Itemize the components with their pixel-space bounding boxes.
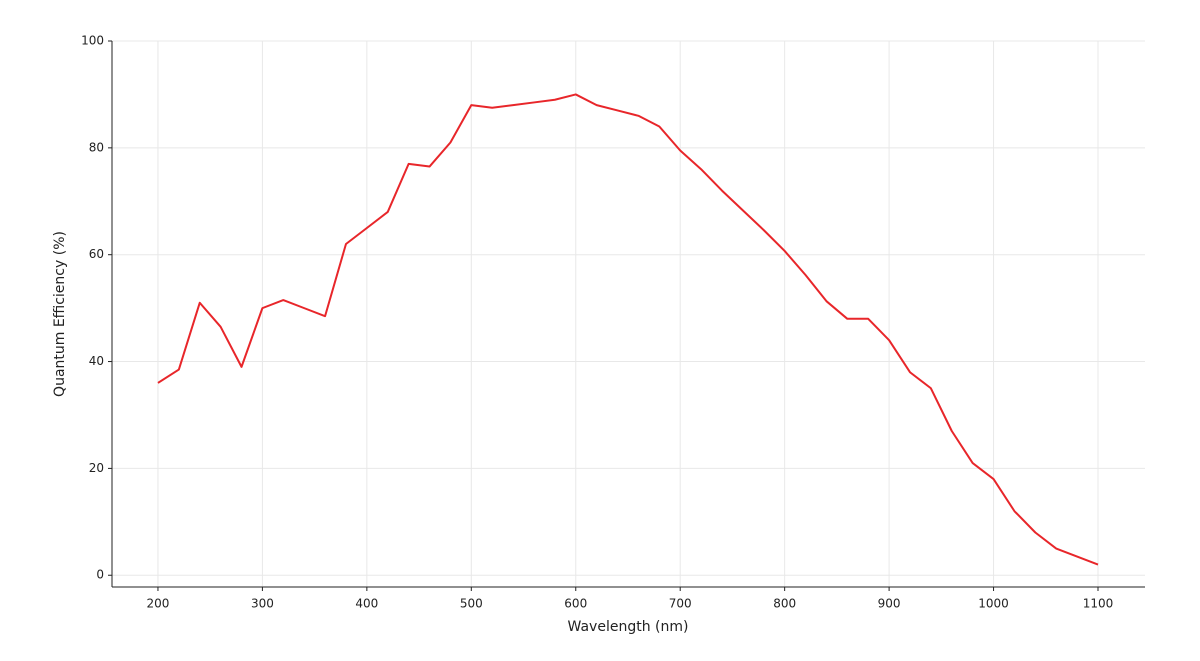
y-tick-label: 60 (89, 247, 104, 261)
x-tick-label: 1000 (978, 597, 1009, 611)
y-tick-label: 0 (96, 568, 104, 582)
x-tick-label: 800 (773, 597, 796, 611)
y-tick-label: 20 (89, 461, 104, 475)
y-tick-label: 40 (89, 354, 104, 368)
x-tick-label: 1100 (1083, 597, 1114, 611)
y-axis-label: Quantum Efficiency (%) (52, 231, 68, 397)
x-tick-label: 500 (460, 597, 483, 611)
x-tick-label: 400 (355, 597, 378, 611)
x-tick-label: 600 (564, 597, 587, 611)
line-series (157, 93, 1099, 566)
y-tick-label: 80 (89, 140, 104, 154)
y-tick-label: 100 (81, 34, 104, 48)
x-tick-label: 900 (878, 597, 901, 611)
x-tick-label: 700 (669, 597, 692, 611)
x-tick-label: 200 (147, 597, 170, 611)
x-tick-label: 300 (251, 597, 274, 611)
x-axis-label: Wavelength (nm) (568, 619, 689, 635)
